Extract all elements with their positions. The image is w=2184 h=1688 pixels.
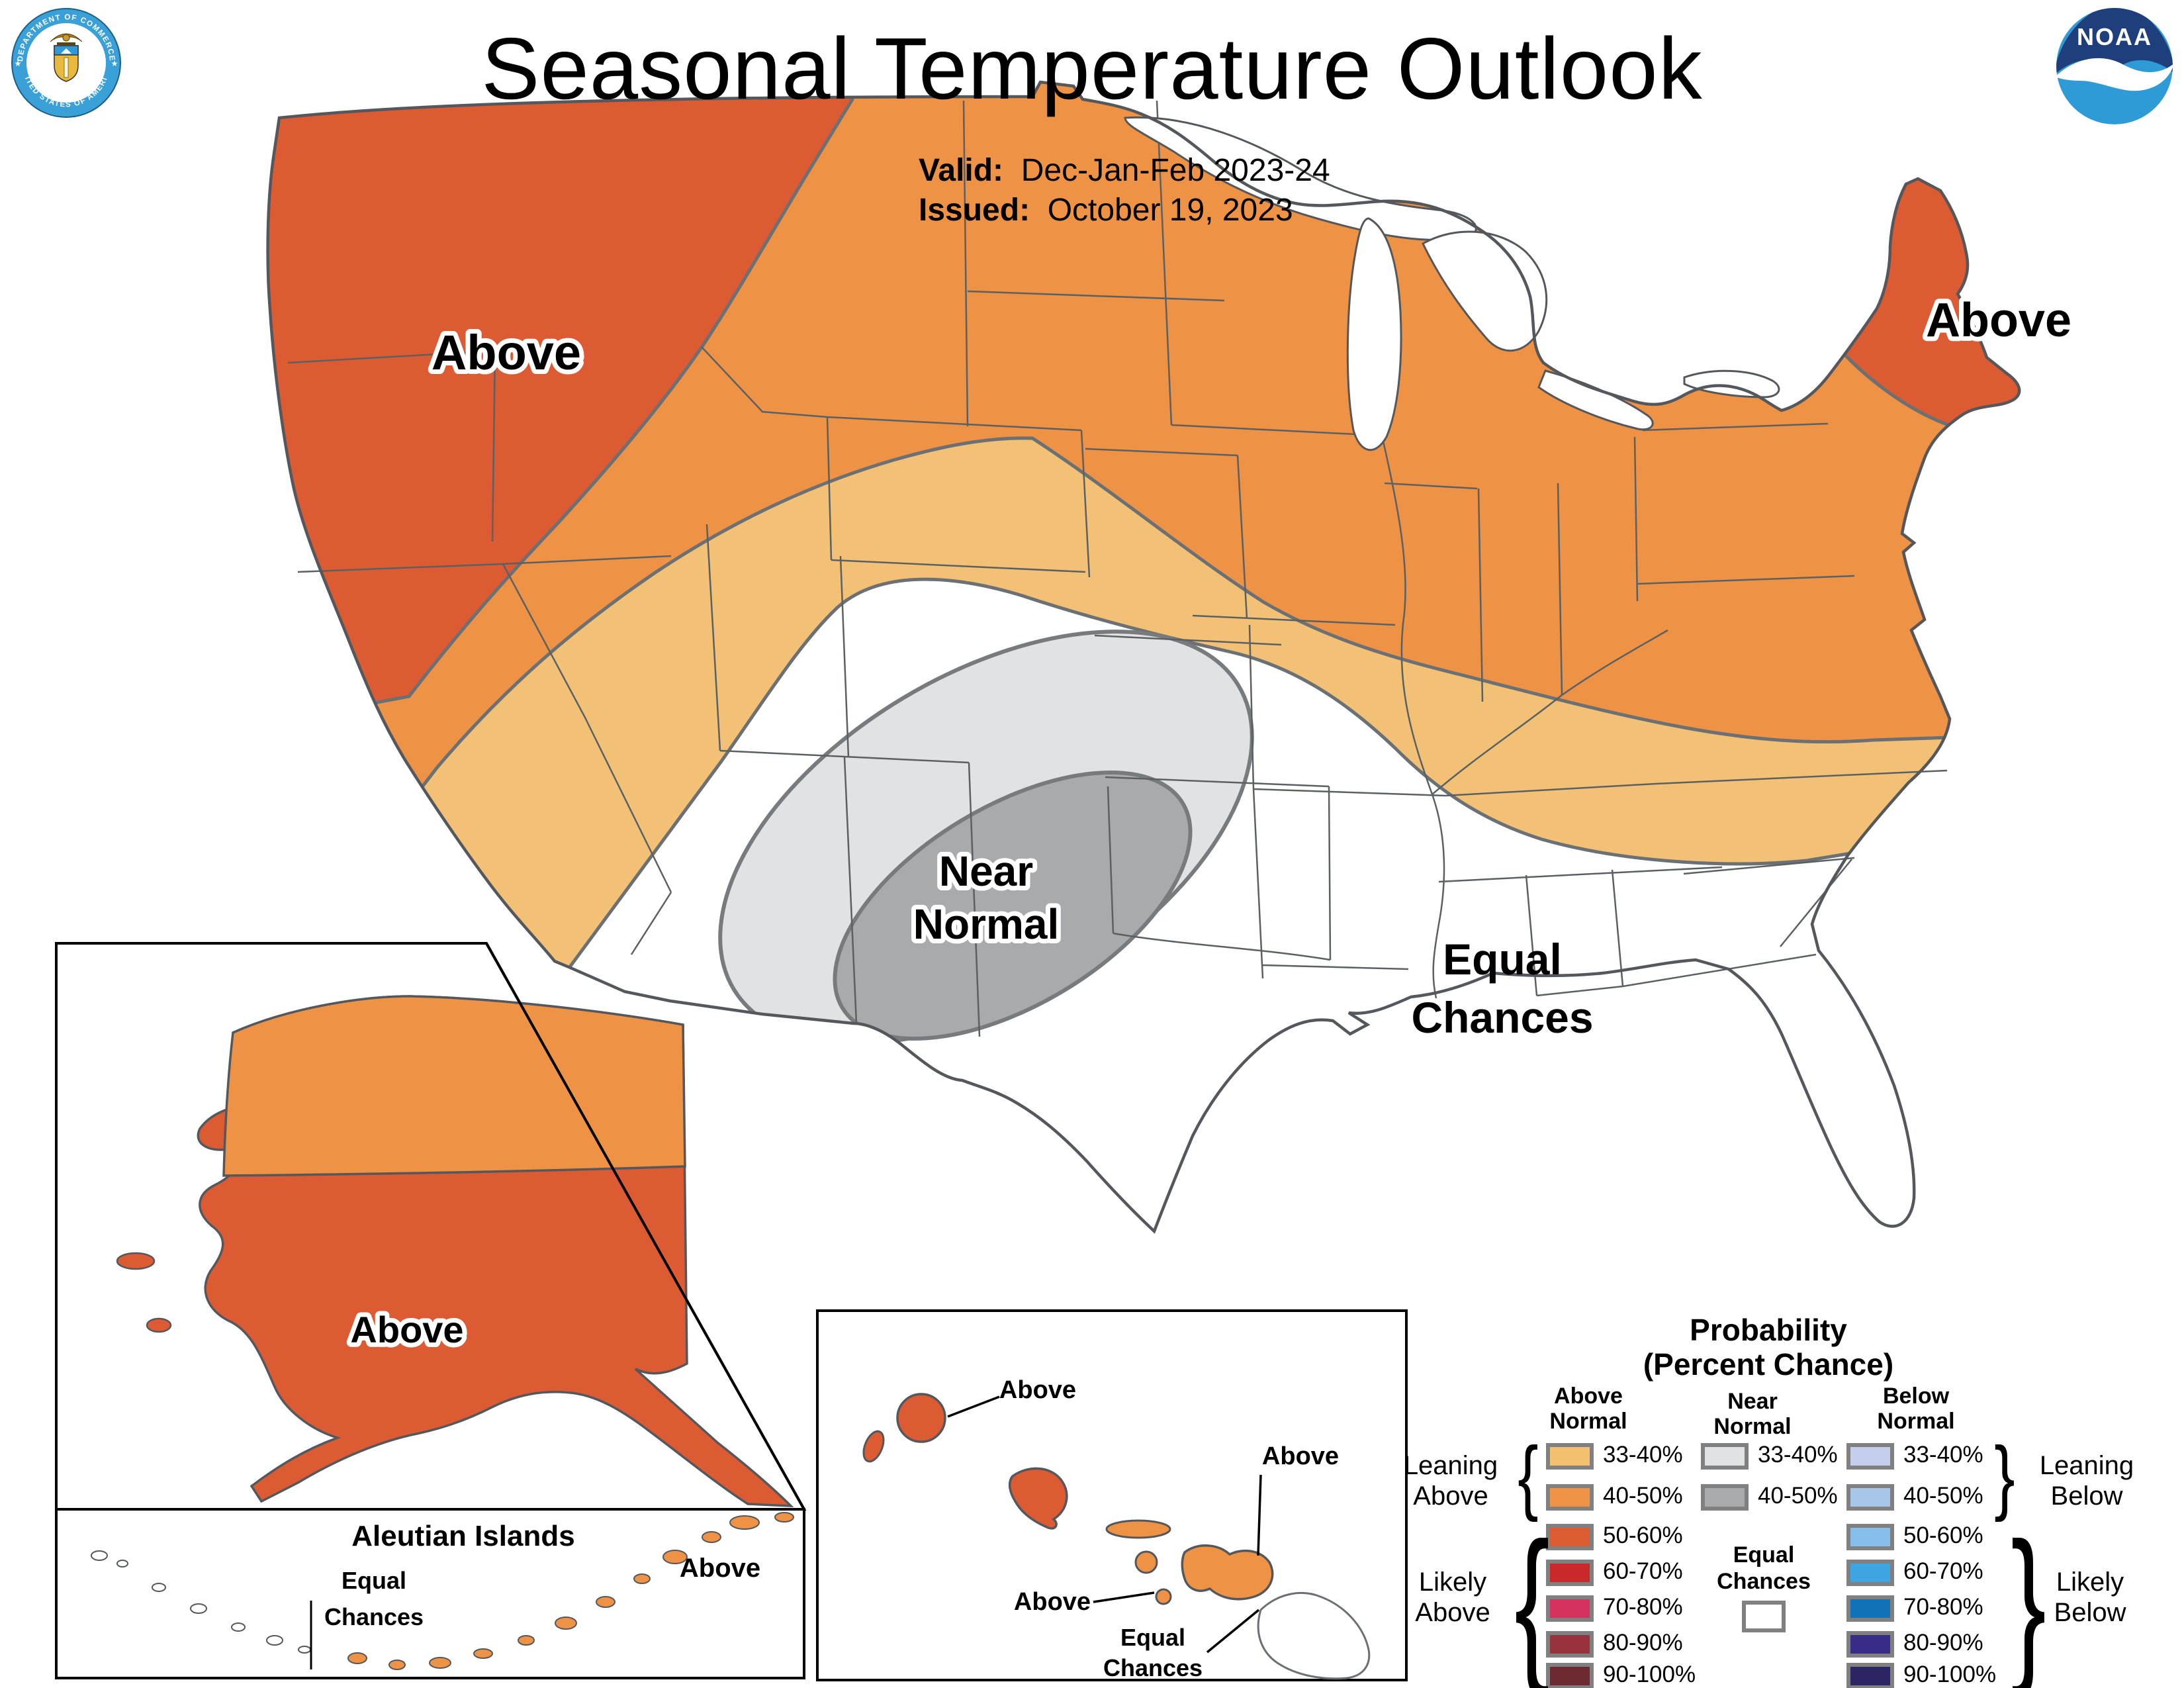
hawaii-above-e: Above bbox=[1262, 1442, 1339, 1470]
great-lakes bbox=[1124, 116, 1780, 451]
hawaii-pointer-kahoolawe bbox=[1093, 1591, 1155, 1603]
valid-issued-block: Valid: Dec-Jan-Feb 2023-24 Issued: Octob… bbox=[919, 151, 1330, 230]
aleutian-inset-border bbox=[55, 1508, 805, 1679]
hawaii-niihau bbox=[862, 1430, 885, 1463]
aleutian-above-label: Above bbox=[680, 1554, 760, 1583]
alaska-inset-diagonal bbox=[485, 943, 805, 1510]
hawaii-pointer-maui bbox=[1257, 1474, 1262, 1556]
page-title: Seasonal Temperature Outlook bbox=[481, 20, 1703, 117]
commerce-seal: DEPARTMENT OF COMMERCE UNITED STATES OF … bbox=[11, 8, 121, 118]
region-near-normal-40-50 bbox=[833, 770, 1193, 1041]
region-above-50-60-nw bbox=[267, 82, 854, 784]
hawaii-big-island-equal bbox=[1257, 1592, 1371, 1680]
noaa-logo-sky bbox=[2056, 8, 2173, 75]
noaa-seagull-icon bbox=[2056, 58, 2173, 91]
label-above-ne: Above bbox=[1926, 294, 2071, 347]
commerce-shield-icon bbox=[54, 45, 79, 82]
label-equal-chances-1: Equal bbox=[1443, 935, 1562, 984]
hawaii-pointer-bigisland bbox=[1206, 1609, 1260, 1654]
aleutian-islands-east-above bbox=[347, 1512, 794, 1670]
valid-line: Valid: Dec-Jan-Feb 2023-24 bbox=[919, 151, 1330, 191]
lake-ontario bbox=[1683, 369, 1780, 399]
hawaii-equal-2: Chances bbox=[1103, 1654, 1203, 1681]
aleutian-equal-1: Equal bbox=[341, 1567, 406, 1594]
issued-label: Issued: bbox=[919, 193, 1030, 228]
lake-michigan bbox=[1346, 217, 1402, 451]
alaska-above-label: Above bbox=[350, 1309, 463, 1350]
alaska-region-above-40-50 bbox=[222, 995, 686, 1177]
noaa-logo-text: NOAA bbox=[2077, 23, 2152, 50]
hawaii-oahu bbox=[1008, 1467, 1068, 1530]
aleutian-title: Aleutian Islands bbox=[351, 1520, 574, 1552]
label-near-normal-2: Normal bbox=[913, 900, 1060, 948]
noaa-logo: NOAA bbox=[2056, 8, 2173, 124]
alaska-st-lawrence-island bbox=[116, 1252, 156, 1270]
valid-value: Dec-Jan-Feb 2023-24 bbox=[1021, 153, 1330, 188]
lake-huron bbox=[1422, 230, 1548, 352]
label-equal-chances-2: Chances bbox=[1411, 993, 1593, 1042]
conus-outline bbox=[266, 80, 2021, 1234]
label-near-normal-1: Near bbox=[939, 847, 1033, 895]
hawaii-lanai bbox=[1134, 1550, 1158, 1574]
commerce-star-right: ★ bbox=[111, 59, 118, 68]
hawaii-inset: Above Above Above Equal Chances bbox=[816, 1309, 1408, 1681]
label-above-nw: Above bbox=[432, 325, 581, 380]
hawaii-equal-1: Equal bbox=[1120, 1624, 1185, 1651]
hawaii-maui bbox=[1181, 1544, 1274, 1601]
valid-label: Valid: bbox=[919, 153, 1004, 188]
aleutian-equal-2: Chances bbox=[324, 1603, 424, 1630]
issued-value: October 19, 2023 bbox=[1047, 193, 1293, 228]
hawaii-kauai bbox=[896, 1393, 946, 1443]
aleutian-inset: Aleutian Islands Equal Chances Above bbox=[55, 1508, 805, 1679]
issued-line: Issued: October 19, 2023 bbox=[919, 191, 1330, 230]
state-borders bbox=[287, 100, 1948, 1037]
hawaii-kahoolawe bbox=[1155, 1588, 1172, 1605]
hawaii-above-nw: Above bbox=[999, 1376, 1076, 1404]
alaska-nunivak-island bbox=[146, 1317, 172, 1333]
hawaii-above-s: Above bbox=[1014, 1588, 1091, 1616]
commerce-star-left: ★ bbox=[15, 59, 22, 68]
alaska-inset: Above bbox=[55, 942, 807, 1511]
commerce-eagle-icon bbox=[50, 33, 83, 45]
hawaii-molokai bbox=[1105, 1519, 1171, 1539]
aleutian-islands-west-equal bbox=[91, 1550, 311, 1654]
hawaii-pointer-kauai bbox=[947, 1395, 1000, 1418]
